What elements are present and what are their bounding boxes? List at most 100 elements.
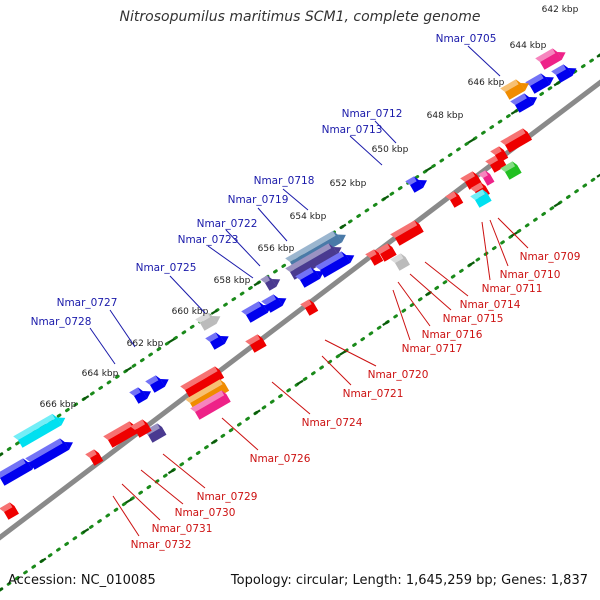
reverse-gene-label: Nmar_0720 xyxy=(368,369,429,381)
leader-line xyxy=(467,45,501,77)
gene-arrowhead xyxy=(528,97,538,105)
kbp-tick-label: 646 kbp xyxy=(468,78,505,88)
leader-line xyxy=(257,207,288,242)
kbp-tick-label: 662 kbp xyxy=(127,339,164,349)
gene-arrowhead xyxy=(220,336,229,344)
gene-front-face xyxy=(475,193,492,208)
gene-front-face xyxy=(483,174,495,186)
reverse-gene xyxy=(0,502,19,520)
leader-line xyxy=(271,381,311,415)
gene-top-face xyxy=(390,220,420,238)
ruler-tick-mark xyxy=(425,166,433,173)
kbp-tick-label: 658 kbp xyxy=(214,276,251,286)
forward-gene xyxy=(0,458,36,486)
reverse-gene xyxy=(460,171,482,190)
gene-top-face xyxy=(0,502,15,512)
gene-top-face xyxy=(295,267,316,280)
gene-arrowhead xyxy=(520,83,529,91)
forward-gene xyxy=(295,267,324,288)
forward-gene xyxy=(525,73,554,94)
gene-top-face xyxy=(103,421,134,440)
gene-top-face xyxy=(315,251,346,270)
reverse-gene-label: Nmar_0721 xyxy=(343,388,404,400)
gene-top-face xyxy=(390,253,406,263)
gene-top-face xyxy=(13,413,57,440)
ruler-tick-mark xyxy=(253,280,261,287)
leader-line xyxy=(207,245,254,279)
gene-top-face xyxy=(285,243,334,272)
leader-line xyxy=(349,135,383,166)
ruler-tick-mark xyxy=(382,195,390,201)
gene-front-face xyxy=(148,427,167,443)
gene-front-face xyxy=(490,158,507,173)
kbp-tick-label: 644 kbp xyxy=(510,41,547,51)
gene-front-face xyxy=(4,506,19,520)
gene-top-face xyxy=(525,73,546,86)
gene-front-face xyxy=(530,77,551,94)
gene-top-face xyxy=(180,366,220,390)
leader-line xyxy=(481,221,491,281)
leader-line xyxy=(169,275,206,314)
forward-gene xyxy=(145,375,169,393)
forward-gene xyxy=(129,387,151,404)
gene-front-face xyxy=(410,180,424,193)
forward-gene-label: Nmar_0722 xyxy=(197,218,258,230)
gene-top-face xyxy=(145,375,161,385)
forward-gene xyxy=(261,294,287,313)
forward-gene xyxy=(25,438,73,470)
forward-gene xyxy=(510,93,538,113)
leader-line xyxy=(112,495,140,537)
gene-arrowhead xyxy=(160,379,169,387)
leader-line xyxy=(140,469,184,505)
reverse-gene xyxy=(365,249,384,266)
reverse-gene xyxy=(490,146,509,163)
kbp-tick-label: 648 kbp xyxy=(427,111,464,121)
gene-front-face xyxy=(505,83,526,100)
ruler-tick-mark xyxy=(210,309,218,315)
reverse-gene-label: Nmar_0709 xyxy=(520,251,581,263)
gene-top-face xyxy=(261,294,279,305)
gene-front-face xyxy=(246,305,268,323)
ruler-tick-mark xyxy=(596,173,600,178)
gene-front-face xyxy=(305,303,319,316)
reverse-gene-label: Nmar_0729 xyxy=(197,491,258,503)
gene-front-face xyxy=(495,150,509,163)
ruler-tick-mark xyxy=(82,527,90,534)
gene-front-face xyxy=(515,97,534,113)
gene-top-face xyxy=(375,243,393,254)
gene-group xyxy=(0,48,577,520)
reverse-gene-label: Nmar_0714 xyxy=(460,299,521,311)
kbp-tick-label: 650 kbp xyxy=(372,145,409,155)
forward-gene xyxy=(260,275,281,291)
leader-line xyxy=(424,261,469,297)
gene-top-face xyxy=(241,301,264,315)
gene-front-face xyxy=(380,247,397,262)
ruler-tick-mark xyxy=(82,395,90,401)
gene-front-face xyxy=(505,132,532,153)
reverse-gene xyxy=(445,191,464,208)
backbone-group xyxy=(0,79,600,541)
forward-gene xyxy=(205,332,229,350)
ruler-tick-mark xyxy=(339,350,347,356)
leader-line xyxy=(282,188,309,211)
gene-front-face xyxy=(135,423,152,438)
forward-gene-label: Nmar_0725 xyxy=(136,262,197,274)
forward-gene xyxy=(195,312,221,331)
gene-front-face xyxy=(300,271,321,288)
ruler-tick-mark xyxy=(382,320,390,326)
gene-front-face xyxy=(370,253,384,266)
reverse-gene-label: Nmar_0717 xyxy=(402,343,463,355)
reverse-gene xyxy=(500,128,532,153)
ruler-tick-mark xyxy=(510,109,518,115)
reverse-gene xyxy=(130,419,152,438)
kbp-tick-label: 664 kbp xyxy=(82,369,119,379)
reverse-gene-label: Nmar_0715 xyxy=(443,313,504,325)
gene-front-face xyxy=(250,338,267,353)
reverse-gene xyxy=(375,243,397,262)
gene-front-face xyxy=(0,462,33,486)
reverse-gene-label: Nmar_0731 xyxy=(152,523,213,535)
gene-front-face xyxy=(195,394,231,420)
reverse-gene-label: Nmar_0730 xyxy=(175,507,236,519)
forward-gene xyxy=(13,413,66,448)
gene-front-face xyxy=(395,257,410,271)
